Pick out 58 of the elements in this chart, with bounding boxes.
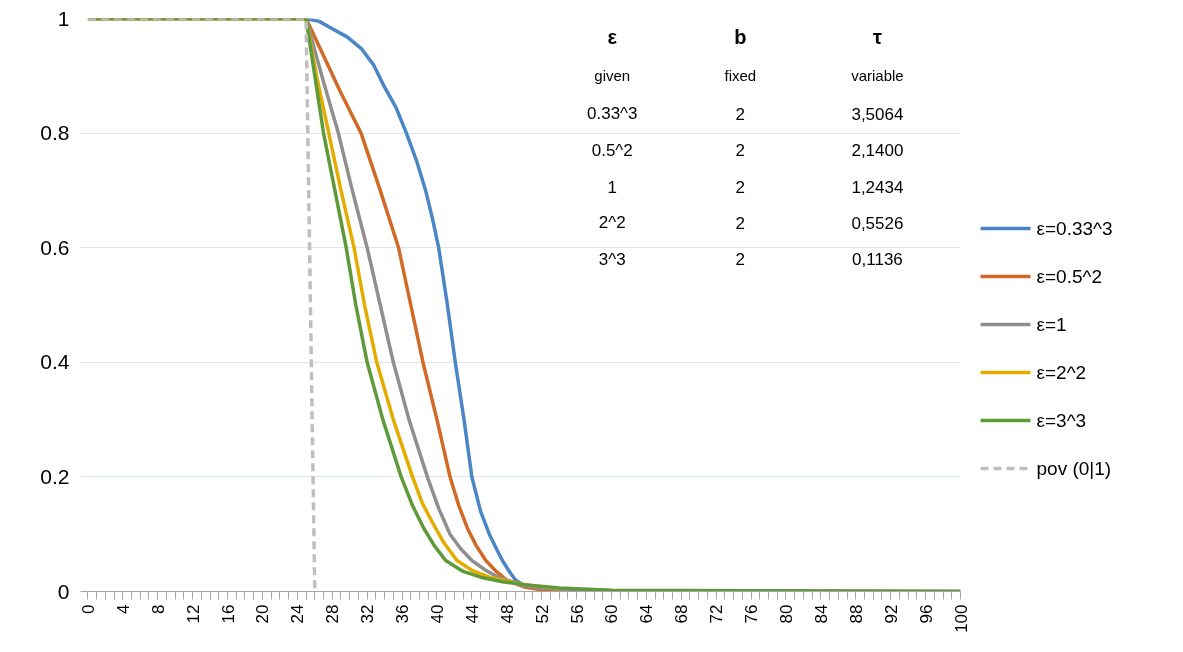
legend-label: ε=1 [1036, 314, 1067, 335]
x-tick-label: 36 [393, 604, 413, 624]
y-tick-label: 0.8 [40, 121, 70, 145]
x-tick-label: 32 [358, 604, 378, 624]
x-tick-label: 52 [532, 604, 552, 624]
annotation: 0.33^3 [587, 104, 638, 123]
annotation: 1 [607, 177, 617, 197]
annotation: 2 [735, 250, 746, 269]
annotation: fixed [724, 67, 757, 84]
annotation: 2 [735, 104, 746, 124]
annotation: b [734, 26, 747, 48]
x-tick-label: 88 [846, 604, 866, 624]
x-tick-label: 92 [881, 604, 901, 624]
x-tick-label: 20 [253, 604, 273, 624]
annotation: 0,1136 [852, 250, 903, 269]
x-tick-label: 8 [148, 604, 168, 614]
x-tick-label: 16 [218, 604, 238, 624]
legend-label: pov (0|1) [1036, 458, 1112, 479]
legend-label: ε=0.33^3 [1036, 218, 1113, 239]
annotation: 3,5064 [851, 104, 904, 124]
x-tick-label: 68 [672, 604, 692, 624]
y-tick-label: 0.4 [40, 350, 70, 374]
x-tick-label: 76 [742, 604, 762, 624]
x-tick-label: 44 [462, 604, 482, 624]
x-tick-label: 84 [811, 604, 831, 624]
legend-label: ε=3^3 [1036, 410, 1087, 431]
annotation: 3^3 [598, 249, 626, 269]
annotation: 2 [735, 213, 746, 233]
annotation: 2,1400 [851, 141, 904, 160]
annotation: ε [607, 26, 618, 48]
x-tick-label: 72 [707, 604, 727, 624]
legend-label: ε=2^2 [1036, 362, 1087, 383]
y-tick-label: 1 [57, 6, 70, 30]
annotation: 2^2 [598, 213, 626, 232]
annotation: τ [872, 26, 882, 48]
x-tick-label: 40 [427, 604, 447, 624]
x-tick-label: 80 [776, 604, 796, 624]
annotation: 2 [735, 141, 746, 160]
annotation: 0.5^2 [591, 140, 633, 160]
x-tick-label: 24 [288, 604, 308, 624]
x-tick-label: 64 [637, 604, 657, 624]
annotation: 1,2434 [851, 177, 904, 197]
x-tick-label: 12 [183, 604, 203, 624]
annotation: 2 [735, 177, 746, 197]
x-tick-label: 56 [567, 604, 587, 624]
x-tick-label: 48 [497, 604, 517, 624]
x-tick-label: 0 [78, 604, 98, 614]
x-tick-label: 96 [916, 604, 936, 624]
annotation: given [594, 67, 631, 84]
y-tick-label: 0.2 [40, 464, 70, 488]
x-tick-label: 60 [602, 604, 622, 624]
legend-label: ε=0.5^2 [1036, 266, 1102, 287]
x-tick-label: 4 [113, 604, 133, 614]
x-tick-label: 28 [323, 604, 343, 624]
annotation: 0,5526 [851, 213, 904, 233]
y-tick-label: 0.6 [40, 235, 70, 259]
x-tick-label: 100 [951, 604, 971, 633]
annotation: variable [851, 67, 904, 84]
